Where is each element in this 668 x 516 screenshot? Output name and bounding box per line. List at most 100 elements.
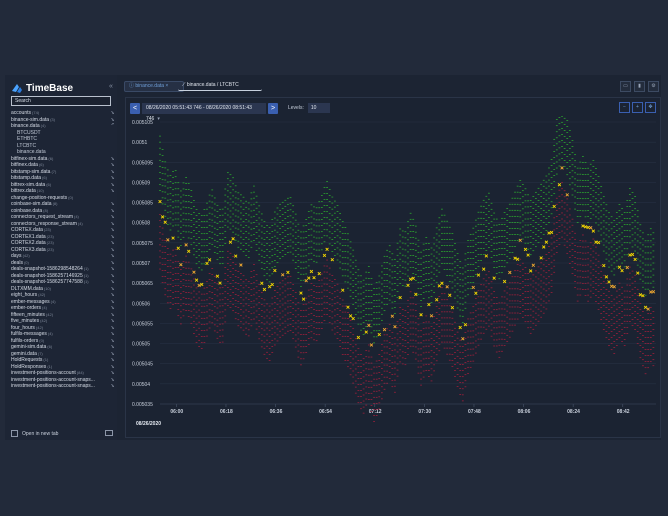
tree-child-item[interactable]: binance.data xyxy=(11,149,114,156)
chevron-down-icon[interactable]: v xyxy=(111,253,114,260)
tree-item[interactable]: bittrex.data(10) v xyxy=(11,188,114,195)
settings-icon[interactable]: ⚙ xyxy=(648,81,659,92)
tree-item[interactable]: deals-snapshot-1586257146925(1) v xyxy=(11,273,114,280)
tree-item[interactable]: CORTEX.data(23) v xyxy=(11,227,114,234)
chevron-down-icon[interactable]: v xyxy=(111,286,114,293)
chevron-down-icon[interactable]: v xyxy=(111,338,114,345)
chevron-down-icon[interactable]: v xyxy=(111,221,114,228)
tree-item[interactable]: binance-sim.data(3) v xyxy=(11,117,114,124)
tree-child-item[interactable]: LTCBTC xyxy=(11,143,114,150)
chevron-down-icon[interactable]: v xyxy=(111,201,114,208)
chevron-down-icon[interactable]: v xyxy=(111,182,114,189)
tree-item-count: (23) xyxy=(46,240,54,245)
chevron-down-icon[interactable]: v xyxy=(111,370,114,377)
chevron-down-icon[interactable]: v xyxy=(111,169,114,176)
chevron-down-icon[interactable]: v xyxy=(111,234,114,241)
levels-input[interactable]: 10 xyxy=(307,103,330,113)
chevron-down-icon[interactable]: v xyxy=(111,175,114,182)
search-input[interactable]: Search xyxy=(11,96,111,106)
chevron-down-icon[interactable]: v xyxy=(111,208,114,215)
window-icon[interactable] xyxy=(105,430,113,436)
chevron-down-icon[interactable]: v xyxy=(111,247,114,254)
collapse-sidebar-icon[interactable]: « xyxy=(109,83,113,90)
chevron-down-icon[interactable]: v xyxy=(111,266,114,273)
tab-binance-data[interactable]: ⓘ binance.data × xyxy=(124,81,184,92)
prev-range-button[interactable]: < xyxy=(130,102,140,114)
tree-child-item[interactable]: BTCUSDT xyxy=(11,130,114,137)
chevron-down-icon[interactable]: v xyxy=(111,292,114,299)
chevron-down-icon[interactable]: v xyxy=(111,188,114,195)
checkbox[interactable] xyxy=(11,430,18,437)
open-in-new-tab-toggle[interactable]: Open in new tab xyxy=(11,430,58,437)
tree-item[interactable]: accounts(74) v xyxy=(11,110,114,117)
tree-item[interactable]: eight_hours(42) v xyxy=(11,292,114,299)
tree-item[interactable]: change-position-requests(0) xyxy=(11,195,114,202)
tree-item[interactable]: ember-messages(4) v xyxy=(11,299,114,306)
chevron-down-icon[interactable]: v xyxy=(111,325,114,332)
chevron-down-icon[interactable]: v xyxy=(111,312,114,319)
next-range-button[interactable]: > xyxy=(268,102,278,114)
chevron-down-icon[interactable]: v xyxy=(111,227,114,234)
tree-item[interactable]: days(42) v xyxy=(11,253,114,260)
orderbook-chart[interactable]: 0.005105 0.0051 0.005095 0.00509 0.005085 0.0… xyxy=(126,116,662,436)
tree-item[interactable]: connectors_request_stream(4) v xyxy=(11,214,114,221)
trash-icon[interactable]: ▮ xyxy=(634,81,645,92)
tree-item[interactable]: CORTEX3.data(23) v xyxy=(11,247,114,254)
tree-item[interactable]: HoldResponses(1) v xyxy=(11,364,114,371)
tree-item[interactable]: HoldRequests(1) v xyxy=(11,357,114,364)
tree-item[interactable]: deals-snapshot-1586257747588(1) v xyxy=(11,279,114,286)
chevron-down-icon[interactable]: v xyxy=(111,377,114,384)
tree-item[interactable]: four_hours(42) v xyxy=(11,325,114,332)
pan-icon[interactable]: ✥ xyxy=(645,102,656,113)
chevron-down-icon[interactable]: v xyxy=(111,214,114,221)
chevron-down-icon[interactable]: v xyxy=(111,383,114,390)
tree-item[interactable]: bitfinex.data(6) v xyxy=(11,162,114,169)
tree-item[interactable]: binance.data(4) ^ xyxy=(11,123,114,130)
chevron-down-icon[interactable]: v xyxy=(111,279,114,286)
chevron-down-icon[interactable]: v xyxy=(111,318,114,325)
tree-item[interactable]: ember-orders(4) v xyxy=(11,305,114,312)
tab-binance-ltcbtc[interactable]: ⟋ binance.data / LTCBTC xyxy=(178,81,262,91)
tree-item[interactable]: bitfinex-sim.data(6) v xyxy=(11,156,114,163)
tree-item[interactable]: deals(0) v xyxy=(11,260,114,267)
tree-item[interactable]: DLTXMM.data(10) v xyxy=(11,286,114,293)
zoom-in-icon[interactable]: + xyxy=(632,102,643,113)
tree-item[interactable]: gemini-sim.data(6) v xyxy=(11,344,114,351)
tree-item[interactable]: fulfils-messages(4) v xyxy=(11,331,114,338)
chevron-down-icon[interactable]: v xyxy=(111,351,114,358)
chevron-down-icon[interactable]: v xyxy=(111,162,114,169)
zoom-out-icon[interactable]: − xyxy=(619,102,630,113)
chevron-down-icon[interactable]: v xyxy=(111,305,114,312)
chevron-down-icon[interactable]: v xyxy=(111,331,114,338)
tree-item[interactable]: CORTEX1.data(23) v xyxy=(11,234,114,241)
chevron-down-icon[interactable]: v xyxy=(111,299,114,306)
tree-item[interactable]: coinbase.data(8) v xyxy=(11,208,114,215)
tree-item[interactable]: investment-positions-account-snaps... v xyxy=(11,383,114,390)
chevron-down-icon[interactable]: v xyxy=(111,240,114,247)
chevron-down-icon[interactable]: v xyxy=(111,156,114,163)
tree-item[interactable]: CORTEX2.data(23) v xyxy=(11,240,114,247)
tree-item[interactable]: connectors_response_stream(4) v xyxy=(11,221,114,228)
chevron-down-icon[interactable]: v xyxy=(111,357,114,364)
chevron-down-icon[interactable]: v xyxy=(111,110,114,117)
time-range-selector[interactable]: 08/26/2020 05:51:43 746 - 08/26/2020 08:… xyxy=(142,102,266,122)
chevron-down-icon[interactable]: v xyxy=(111,344,114,351)
tree-item[interactable]: coinbase-sim.data(8) v xyxy=(11,201,114,208)
tree-item[interactable]: investment-positions-account(84) v xyxy=(11,370,114,377)
chevron-down-icon[interactable]: v xyxy=(111,364,114,371)
tree-item[interactable]: bitstamp-sim.data(7) v xyxy=(11,169,114,176)
tree-item[interactable]: bittrex-sim.data(6) v xyxy=(11,182,114,189)
tree-item[interactable]: deals-snapshot-1586298548264(1) v xyxy=(11,266,114,273)
chevron-down-icon[interactable]: v xyxy=(111,273,114,280)
tree-item[interactable]: gemini.data(7) v xyxy=(11,351,114,358)
tree-item[interactable]: fulfils-orders(0) v xyxy=(11,338,114,345)
tree-item[interactable]: five_minutes(42) v xyxy=(11,318,114,325)
tree-item[interactable]: bitstamp.data(6) v xyxy=(11,175,114,182)
tree-item[interactable]: fifteen_minutes(42) v xyxy=(11,312,114,319)
tree-child-item[interactable]: ETHBTC xyxy=(11,136,114,143)
chevron-up-icon[interactable]: ^ xyxy=(111,123,114,130)
tree-item[interactable]: investment-positions-account-snaps... v xyxy=(11,377,114,384)
chevron-down-icon[interactable]: v xyxy=(111,260,114,267)
chevron-down-icon[interactable]: v xyxy=(111,117,114,124)
folder-icon[interactable]: ▭ xyxy=(620,81,631,92)
